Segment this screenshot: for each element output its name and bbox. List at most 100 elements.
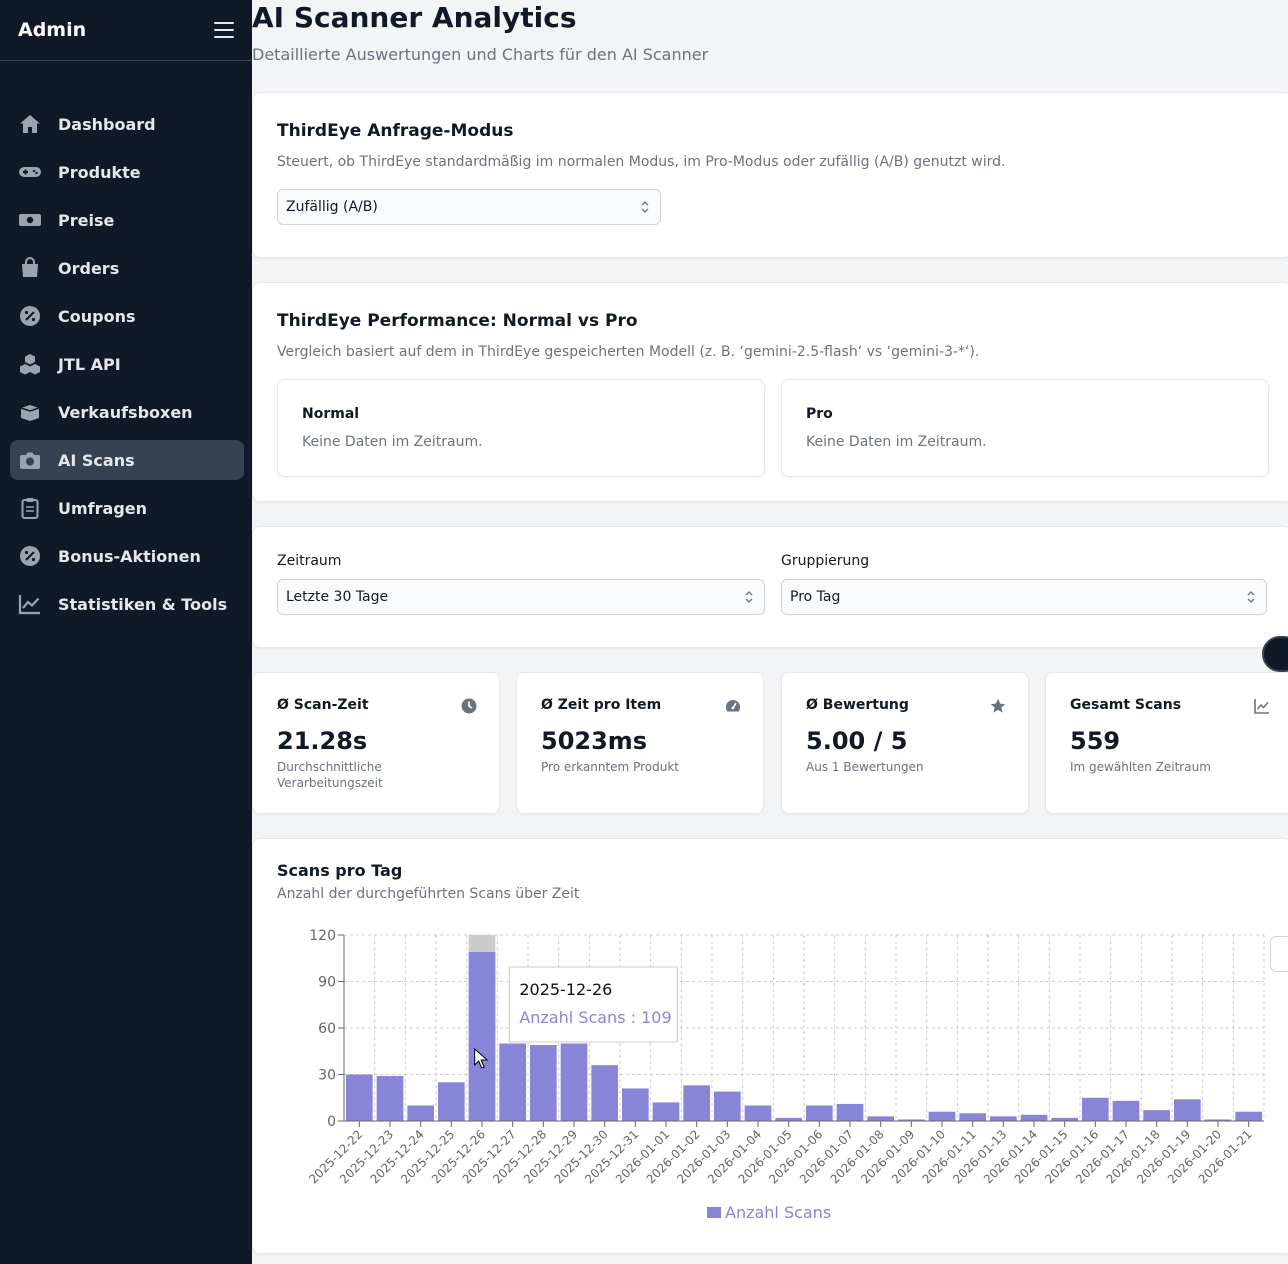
sidebar-item-label: Produkte	[58, 162, 141, 182]
sidebar-item-orders[interactable]: Orders	[10, 248, 244, 288]
sidebar-item-label: Verkaufsboxen	[58, 402, 193, 422]
gamepad-icon	[18, 160, 42, 184]
stat-card-total-scans: Gesamt Scans 559 Im gewählten Zeitraum	[1045, 672, 1288, 814]
sidebar-item-label: Preise	[58, 210, 115, 230]
stat-value: 21.28s	[277, 727, 368, 755]
bar-2026-01-06	[806, 1105, 833, 1121]
chevron-updown-icon	[640, 199, 650, 215]
chart-description: Anzahl der durchgeführten Scans über Zei…	[277, 886, 580, 902]
mouse-cursor-icon	[474, 1047, 489, 1069]
sidebar-item-label: Dashboard	[58, 114, 156, 134]
bar-2026-01-14	[1020, 1114, 1048, 1121]
sidebar-item-label: Coupons	[58, 306, 136, 326]
sidebar-item-dashboard[interactable]: Dashboard	[10, 104, 244, 144]
legend-label: Anzahl Scans	[725, 1203, 831, 1222]
star-icon	[990, 698, 1006, 714]
chevron-updown-icon	[744, 589, 754, 605]
group-label: Gruppierung	[781, 553, 870, 569]
floating-tool-button[interactable]	[1262, 636, 1288, 672]
sidebar-item-coupons[interactable]: Coupons	[10, 296, 244, 336]
sidebar-item-ai-scans[interactable]: AI Scans	[10, 440, 244, 480]
home-icon	[18, 112, 42, 136]
bar-2025-12-29	[560, 1043, 588, 1121]
bar-2026-01-20	[1204, 1119, 1232, 1121]
normal-text: Keine Daten im Zeitraum.	[302, 434, 483, 450]
bar-2025-12-30	[591, 1065, 618, 1121]
bar-2026-01-10	[928, 1111, 956, 1121]
sidebar-item-label: Orders	[58, 258, 120, 278]
mode-select[interactable]: Zufällig (A/B)	[277, 189, 661, 225]
mode-title: ThirdEye Anfrage-Modus	[277, 121, 514, 141]
sidebar-item-jtl-api[interactable]: JTL API	[10, 344, 244, 384]
sidebar-header: Admin	[0, 0, 252, 61]
gauge-icon	[725, 698, 741, 714]
mode-select-value: Zufällig (A/B)	[286, 199, 378, 215]
percent-badge-icon	[18, 304, 42, 328]
y-tick-label: 60	[318, 1021, 336, 1037]
percent-badge-icon	[18, 544, 42, 568]
page-subtitle: Detaillierte Auswertungen und Charts für…	[252, 45, 709, 64]
group-select-value: Pro Tag	[790, 589, 841, 605]
chart-line-icon	[18, 592, 42, 616]
page-title: AI Scanner Analytics	[252, 1, 577, 34]
stat-subtext: Aus 1 Bewertungen	[806, 760, 924, 774]
range-select[interactable]: Letzte 30 Tage	[277, 579, 765, 615]
sidebar-item-preise[interactable]: Preise	[10, 200, 244, 240]
legend-swatch	[707, 1207, 721, 1218]
bar-2026-01-02	[683, 1085, 710, 1121]
sidebar-item-label: Statistiken & Tools	[58, 594, 228, 614]
pro-text: Keine Daten im Zeitraum.	[806, 434, 987, 450]
y-tick-label: 0	[327, 1114, 336, 1130]
normal-title: Normal	[302, 406, 360, 422]
group-select[interactable]: Pro Tag	[781, 579, 1267, 615]
bar-2026-01-21	[1235, 1111, 1262, 1121]
pro-title: Pro	[806, 406, 833, 422]
main-content: AI Scanner Analytics Detaillierte Auswer…	[252, 0, 1288, 1264]
stat-title: Ø Scan-Zeit	[277, 697, 369, 713]
range-select-value: Letzte 30 Tage	[286, 589, 389, 605]
performance-card: ThirdEye Performance: Normal vs Pro Verg…	[252, 282, 1288, 502]
sidebar-item-umfragen[interactable]: Umfragen	[10, 488, 244, 528]
bar-2025-12-22	[346, 1074, 373, 1121]
brand-title: Admin	[18, 19, 87, 41]
sidebar-item-statistiken-tools[interactable]: Statistiken & Tools	[10, 584, 244, 624]
bar-2026-01-13	[990, 1116, 1017, 1121]
stat-title: Ø Zeit pro Item	[541, 697, 662, 713]
sidebar-item-produkte[interactable]: Produkte	[10, 152, 244, 192]
bar-2025-12-25	[438, 1082, 465, 1121]
bar-2026-01-19	[1174, 1099, 1201, 1121]
stat-title: Gesamt Scans	[1070, 697, 1182, 713]
performance-title: ThirdEye Performance: Normal vs Pro	[277, 311, 638, 331]
stat-card-scan-time: Ø Scan-Zeit 21.28s Durchschnittliche Ver…	[252, 672, 500, 814]
sidebar-item-bonus-aktionen[interactable]: Bonus-Aktionen	[10, 536, 244, 576]
bar-2026-01-18	[1143, 1110, 1170, 1121]
sidebar-item-label: Umfragen	[58, 498, 148, 518]
sidebar-nav: Dashboard Produkte Preise Orders Coupons JTL …	[10, 104, 244, 632]
chart-title: Scans pro Tag	[277, 861, 403, 880]
bar-2026-01-01	[652, 1102, 680, 1121]
stat-subtext: Durchschnittliche Verarbeitungszeit	[277, 760, 383, 790]
cubes-icon	[18, 352, 42, 376]
box-open-icon	[18, 400, 42, 424]
mode-description: Steuert, ob ThirdEye standardmäßig im no…	[277, 154, 1006, 170]
bar-2026-01-04	[744, 1105, 772, 1121]
floating-side-button[interactable]	[1270, 936, 1288, 972]
sidebar-item-label: JTL API	[58, 354, 121, 374]
bar-2026-01-17	[1112, 1100, 1140, 1121]
bar-2026-01-11	[959, 1113, 986, 1121]
bar-2025-12-27	[499, 1043, 526, 1121]
sidebar-item-verkaufsboxen[interactable]: Verkaufsboxen	[10, 392, 244, 432]
performance-description: Vergleich basiert auf dem in ThirdEye ge…	[277, 344, 980, 360]
chart-card: Scans pro Tag Anzahl der durchgeführten …	[252, 838, 1288, 1254]
bar-2026-01-16	[1082, 1097, 1109, 1121]
menu-toggle-icon[interactable]	[214, 22, 234, 38]
range-label: Zeitraum	[277, 553, 342, 569]
bar-2025-12-28	[530, 1045, 557, 1121]
stat-card-rating: Ø Bewertung 5.00 / 5 Aus 1 Bewertungen	[781, 672, 1029, 814]
bar-2025-12-31	[622, 1088, 649, 1121]
filters-card: Zeitraum Letzte 30 Tage Gruppierung Pro …	[252, 526, 1288, 648]
bar-2026-01-07	[836, 1103, 864, 1121]
stat-subtext: Pro erkanntem Produkt	[541, 760, 679, 774]
pro-panel: Pro Keine Daten im Zeitraum.	[781, 379, 1269, 477]
scans-bar-chart: 03060901202025-12-222025-12-232025-12-24…	[306, 928, 1265, 1222]
